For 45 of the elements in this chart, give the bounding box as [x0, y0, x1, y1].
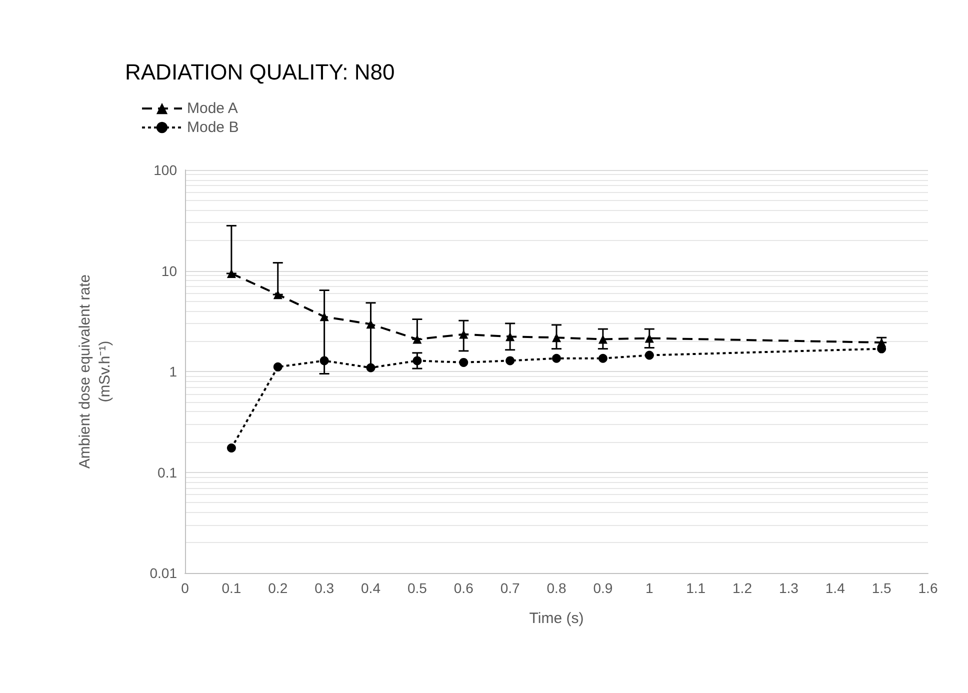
y-tick-label: 0.01	[150, 565, 178, 581]
x-tick-label: 1.1	[686, 580, 706, 596]
x-tick-label: 1.6	[918, 580, 938, 596]
point	[459, 358, 468, 367]
point	[412, 356, 422, 366]
point	[506, 356, 515, 366]
x-tick-label: 0.3	[314, 580, 334, 596]
x-tick-label: 1.3	[778, 580, 799, 596]
point	[226, 444, 236, 453]
point	[598, 334, 608, 344]
x-tick-label: 0.6	[454, 580, 474, 596]
x-axis-title: Time (s)	[529, 610, 584, 627]
point	[598, 354, 608, 363]
point	[644, 350, 654, 360]
point	[366, 363, 376, 372]
y-tick-label: 10	[161, 262, 178, 279]
x-tick-label: 0.1	[222, 580, 242, 596]
x-tick-label: 0.7	[500, 580, 520, 596]
y-tick-label: 1	[169, 364, 178, 380]
point	[459, 330, 468, 339]
x-tick-label: 1.5	[872, 580, 892, 596]
x-tick-label: 0.8	[546, 580, 566, 596]
y-axis-title: Ambient dose equivalent rate (mSv.h⁻¹)	[76, 274, 114, 469]
legend-label: Mode B	[187, 119, 239, 136]
x-tick-label: 0	[181, 580, 190, 596]
point	[320, 312, 329, 322]
x-tick-label: 0.9	[593, 580, 613, 596]
point	[412, 334, 422, 344]
x-tick-label: 1	[645, 580, 654, 596]
point	[320, 356, 329, 366]
x-tick-label: 0.5	[407, 580, 428, 596]
chart-title: RADIATION QUALITY: N80	[125, 60, 395, 84]
y-tick-label: 0.1	[158, 464, 178, 480]
x-tick-label: 0.2	[268, 580, 288, 596]
point	[552, 354, 561, 363]
point	[273, 290, 282, 300]
x-tick-label: 1.4	[825, 580, 846, 596]
legend-label: Mode A	[187, 100, 238, 117]
point	[644, 334, 654, 343]
x-tick-label: 1.2	[732, 580, 752, 596]
y-tick-label: 100	[154, 162, 178, 178]
x-tick-label: 0.4	[361, 580, 381, 596]
point	[273, 362, 282, 372]
point	[506, 332, 515, 342]
point	[552, 333, 561, 342]
